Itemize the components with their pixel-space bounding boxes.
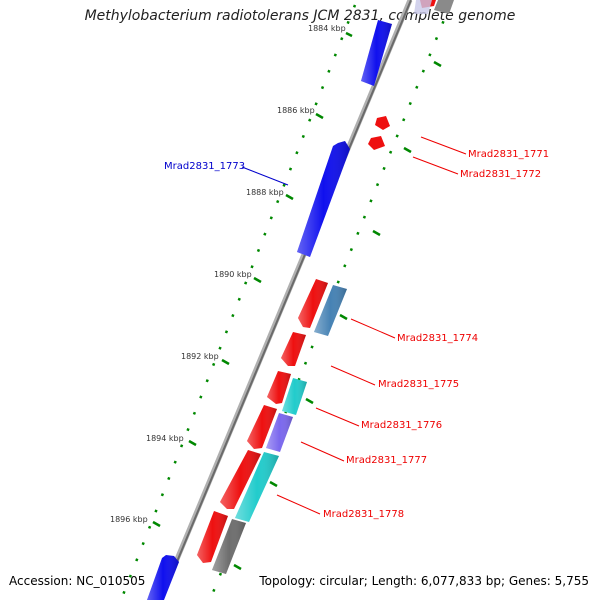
gene-mrad2831-1773[interactable] xyxy=(297,141,350,257)
gene-red-5[interactable] xyxy=(220,450,261,509)
gene-forward-top[interactable] xyxy=(361,20,392,86)
kbp-tick-1894: 1894 kbp xyxy=(146,434,197,447)
inner-major-ticks xyxy=(233,60,442,571)
kbp-tick-label: 1894 kbp xyxy=(146,434,184,443)
inner-tick-track xyxy=(208,4,452,600)
gene-red-3[interactable] xyxy=(267,371,291,404)
gene-label-1775[interactable]: Mrad2831_1775 xyxy=(378,379,459,390)
gene-forward-bottom[interactable] xyxy=(147,555,179,600)
kbp-tick-label: 1884 kbp xyxy=(308,24,346,33)
kbp-tick-1888: 1888 kbp xyxy=(246,188,294,201)
kbp-tick-label: 1892 kbp xyxy=(181,352,219,361)
gene-label-1777[interactable]: Mrad2831_1777 xyxy=(346,455,427,466)
kbp-tick-1884: 1884 kbp xyxy=(308,24,353,38)
gene-red-6[interactable] xyxy=(197,511,228,563)
gene-mrad2831-1777[interactable] xyxy=(266,413,293,452)
kbp-tick-1890: 1890 kbp xyxy=(214,270,262,284)
gene-partial-gray-top[interactable] xyxy=(414,0,454,14)
kbp-tick-1896: 1896 kbp xyxy=(110,515,161,528)
kbp-tick-1892: 1892 kbp xyxy=(181,352,230,366)
gene-mrad2831-1774[interactable] xyxy=(314,285,347,336)
gene-gray-bottom[interactable] xyxy=(212,519,246,574)
gene-label-1776[interactable]: Mrad2831_1776 xyxy=(361,420,442,431)
accession-label: Accession: NC_010505 xyxy=(9,574,146,588)
gene-mrad2831-1772[interactable] xyxy=(368,136,385,150)
kbp-tick-label: 1896 kbp xyxy=(110,515,148,524)
kbp-tick-label: 1888 kbp xyxy=(246,188,284,197)
outer-tick-track xyxy=(119,4,357,600)
kbp-tick-label: 1890 kbp xyxy=(214,270,252,279)
gene-red-4[interactable] xyxy=(247,405,277,449)
gene-mrad2831-1776[interactable] xyxy=(282,378,307,415)
gene-red-2[interactable] xyxy=(281,332,306,366)
gene-red-1[interactable] xyxy=(298,279,328,328)
kbp-tick-label: 1886 kbp xyxy=(277,106,315,115)
gene-label-1774[interactable]: Mrad2831_1774 xyxy=(397,333,478,344)
backbone xyxy=(157,0,413,600)
gene-mrad2831-1778[interactable] xyxy=(235,452,279,522)
kbp-tick-1886: 1886 kbp xyxy=(277,106,324,120)
label-leaders xyxy=(241,136,467,515)
gene-label-1778[interactable]: Mrad2831_1778 xyxy=(323,509,404,520)
gene-label-1771[interactable]: Mrad2831_1771 xyxy=(468,149,549,160)
gene-label-1773[interactable]: Mrad2831_1773 xyxy=(164,161,245,172)
gene-mrad2831-1771[interactable] xyxy=(375,116,390,130)
gene-label-1772[interactable]: Mrad2831_1772 xyxy=(460,169,541,180)
topology-label: Topology: circular; Length: 6,077,833 bp… xyxy=(259,574,589,588)
